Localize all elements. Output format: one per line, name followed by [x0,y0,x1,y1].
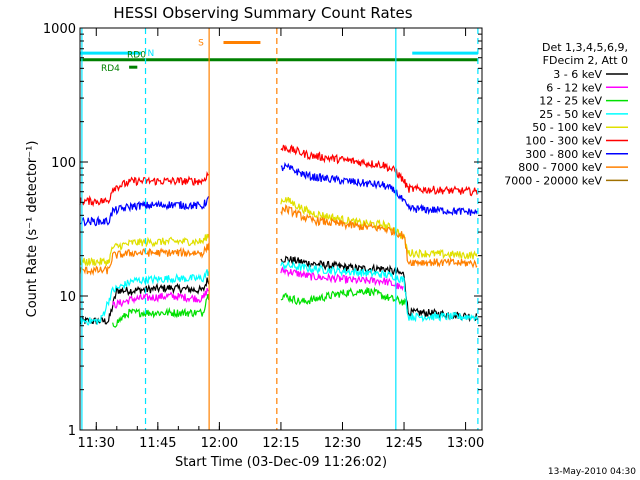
x-tick-label-12-15: 12:15 [262,436,299,451]
legend-label-7000-20000-kev: 7000 - 20000 keV [504,174,602,187]
legend-label-800-7000-kev: 800 - 7000 keV [518,161,602,174]
legend-label-25-50-kev: 25 - 50 keV [539,108,602,121]
legend-label-100-300-kev: 100 - 300 keV [525,135,602,148]
y-tick-label-1000: 1000 [43,22,76,37]
series-line-6-12-kev-1 [112,288,209,309]
x-tick-label-11-30: 11:30 [78,436,115,451]
series-line-25-50-kev-1 [79,269,210,326]
y-tick-label-1: 1 [68,424,76,439]
legend-label-6-12-kev: 6 - 12 keV [546,81,602,94]
legend-label-12-25-kev: 12 - 25 keV [539,95,602,108]
legend-header-2: FDecim 2, Att 0 [543,54,628,67]
flag-label-n: N [147,49,154,59]
x-tick-label-11-45: 11:45 [139,436,176,451]
y-axis-label: Count Rate (s⁻¹ detector⁻¹) [25,141,40,318]
series-line-12-25-kev-1 [112,293,210,328]
x-axis-label: Start Time (03-Dec-09 11:26:02) [175,455,387,470]
legend-label-300-800-kev: 300 - 800 keV [525,148,602,161]
series-line-50-100-kev-2 [280,196,478,260]
x-tick-label-13-00: 13:00 [447,436,484,451]
y-tick-label-100: 100 [51,156,76,171]
series-line-100-300-kev-1 [79,170,210,208]
x-tick-label-12-30: 12:30 [324,436,361,451]
series-line-100-300-kev-2 [280,144,478,197]
series-line-12-25-kev-2 [280,286,408,312]
flag-label-s: S [198,38,204,48]
legend-label-3-6-kev: 3 - 6 keV [553,68,602,81]
flag-label-rd0: RD0 [127,51,146,61]
series-line-25-50-kev-2 [280,259,478,323]
chart-title: HESSI Observing Summary Count Rates [113,4,412,22]
series-line-800-7000-kev-2 [280,204,478,269]
flag-label-rd4: RD4 [101,64,120,74]
series-line-300-800-kev-1 [80,196,210,227]
x-tick-label-12-00: 12:00 [201,436,238,451]
plot-frame [79,27,483,431]
y-tick-label-10: 10 [59,290,76,305]
series-line-6-12-kev-2 [280,266,404,292]
series-line-50-100-kev-1 [79,233,210,267]
series-line-300-800-kev-2 [280,161,478,216]
legend: Det 1,3,4,5,6,9,FDecim 2, Att 03 - 6 keV… [504,41,628,187]
legend-label-50-100-kev: 50 - 100 keV [532,121,602,134]
timestamp: 13-May-2010 04:30 [548,467,636,477]
series-line-800-7000-kev-1 [79,243,210,276]
legend-header-1: Det 1,3,4,5,6,9, [542,41,628,54]
x-tick-label-12-45: 12:45 [385,436,422,451]
